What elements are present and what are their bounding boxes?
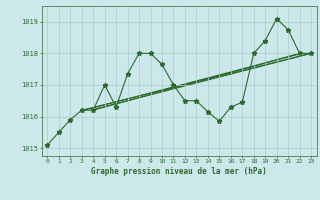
X-axis label: Graphe pression niveau de la mer (hPa): Graphe pression niveau de la mer (hPa) xyxy=(91,167,267,176)
